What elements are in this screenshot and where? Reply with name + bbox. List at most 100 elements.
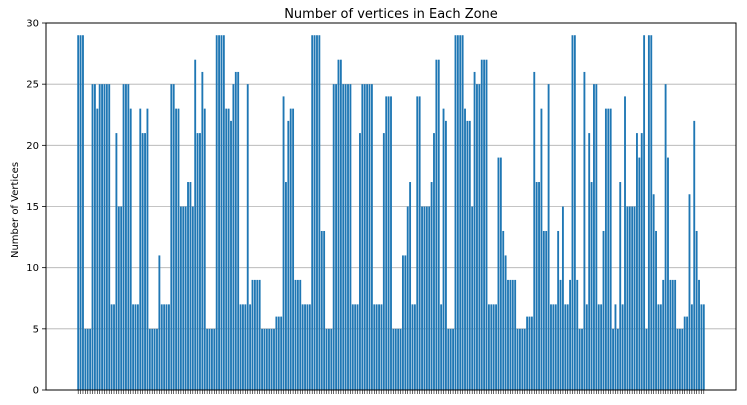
bar bbox=[332, 84, 335, 391]
bar bbox=[179, 206, 182, 390]
bar bbox=[382, 133, 385, 390]
bar bbox=[359, 133, 361, 390]
bar bbox=[674, 279, 677, 390]
bar bbox=[464, 108, 466, 390]
bar bbox=[194, 59, 197, 390]
bar bbox=[98, 84, 101, 391]
bar bbox=[349, 84, 352, 391]
bar bbox=[540, 108, 543, 390]
bar bbox=[667, 157, 669, 390]
bar bbox=[461, 35, 464, 390]
bar bbox=[652, 194, 655, 390]
bar bbox=[485, 59, 488, 390]
bar bbox=[421, 206, 423, 390]
bar bbox=[242, 304, 244, 390]
bar bbox=[476, 84, 478, 391]
bar bbox=[676, 328, 679, 390]
bar bbox=[311, 35, 314, 390]
bar bbox=[511, 279, 514, 390]
bar bbox=[406, 206, 409, 390]
bar bbox=[647, 35, 650, 390]
bar bbox=[435, 59, 438, 390]
bar bbox=[280, 316, 283, 390]
bar bbox=[504, 255, 507, 390]
bar bbox=[160, 304, 163, 390]
bar bbox=[502, 230, 505, 390]
bar bbox=[533, 71, 536, 391]
bar bbox=[597, 304, 600, 390]
bar bbox=[468, 120, 471, 391]
bar bbox=[268, 328, 271, 390]
bar bbox=[700, 304, 703, 390]
bar bbox=[230, 120, 232, 391]
bar bbox=[215, 35, 218, 390]
bar bbox=[208, 328, 211, 390]
bar bbox=[399, 328, 402, 390]
y-axis-label: Number of Vertices bbox=[10, 162, 21, 258]
bar bbox=[698, 279, 700, 390]
bar bbox=[366, 84, 369, 391]
bar bbox=[581, 328, 583, 390]
bar bbox=[77, 35, 80, 390]
bar bbox=[316, 35, 318, 390]
bar bbox=[117, 206, 120, 390]
bar bbox=[390, 96, 392, 391]
bar bbox=[604, 108, 607, 390]
bar bbox=[650, 35, 653, 390]
bar bbox=[545, 230, 548, 390]
bar bbox=[690, 304, 693, 390]
bar bbox=[270, 328, 273, 390]
bar bbox=[370, 84, 373, 391]
bar bbox=[473, 71, 476, 391]
bar bbox=[182, 206, 185, 390]
bar bbox=[576, 279, 579, 390]
bar bbox=[640, 133, 643, 390]
plot-frame bbox=[45, 22, 737, 391]
bar bbox=[416, 96, 419, 391]
bar bbox=[566, 304, 569, 390]
bar bbox=[375, 304, 378, 390]
y-tick-label: 30 bbox=[26, 19, 39, 30]
bar bbox=[499, 157, 502, 390]
bar bbox=[428, 206, 431, 390]
bar bbox=[507, 279, 509, 390]
bar bbox=[394, 328, 397, 390]
bar bbox=[253, 279, 256, 390]
bar bbox=[495, 304, 497, 390]
bar bbox=[664, 84, 667, 391]
bar bbox=[351, 304, 354, 390]
bar bbox=[550, 304, 552, 390]
bar bbox=[516, 328, 519, 390]
bar bbox=[165, 304, 168, 390]
bar bbox=[433, 133, 435, 390]
bar bbox=[569, 279, 572, 390]
bar bbox=[454, 35, 457, 390]
bar bbox=[492, 304, 495, 390]
bar bbox=[141, 133, 144, 390]
bar bbox=[619, 182, 622, 390]
bar bbox=[93, 84, 96, 391]
bar bbox=[337, 59, 340, 390]
bar bbox=[344, 84, 347, 391]
bar bbox=[273, 328, 275, 390]
bar bbox=[662, 279, 665, 390]
bar bbox=[456, 35, 459, 390]
bar bbox=[616, 328, 619, 390]
bar bbox=[631, 206, 634, 390]
bar bbox=[203, 108, 206, 390]
bar bbox=[172, 84, 175, 391]
bar bbox=[564, 304, 567, 390]
bar bbox=[89, 328, 92, 390]
bar bbox=[702, 304, 705, 390]
bar bbox=[301, 304, 304, 390]
bar bbox=[196, 133, 199, 390]
bar bbox=[256, 279, 259, 390]
bar bbox=[588, 133, 591, 390]
bar bbox=[385, 96, 388, 391]
bar bbox=[218, 35, 220, 390]
bar bbox=[688, 194, 691, 390]
bar bbox=[571, 35, 574, 390]
bar bbox=[638, 157, 641, 390]
bar bbox=[387, 96, 390, 391]
bar bbox=[449, 328, 452, 390]
